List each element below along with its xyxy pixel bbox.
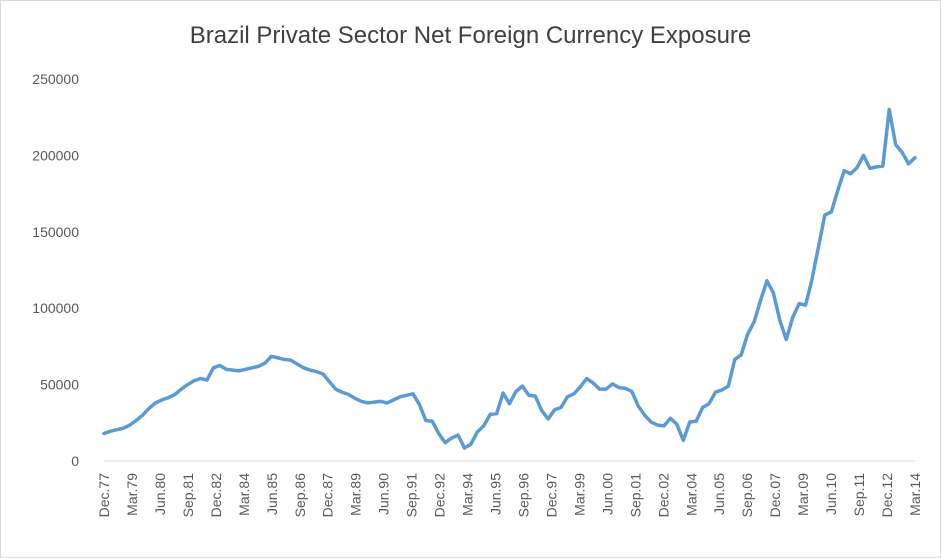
x-tick-label: Mar.14 [907, 473, 923, 516]
x-tick-label: Dec.97 [543, 473, 559, 518]
x-tick-label: Dec.07 [767, 473, 783, 518]
x-axis: Dec.77 Mar.79 Jun.80 Sep.81 Dec.82 Mar.84 Jun.… [96, 460, 923, 518]
y-tick-label: 250000 [32, 71, 79, 87]
y-tick-label: 50000 [40, 377, 79, 393]
x-tick-label: Jun.00 [599, 473, 615, 515]
x-tick-label: Dec.87 [320, 473, 336, 518]
x-tick-label: Mar.99 [571, 473, 587, 516]
series-line [102, 107, 917, 450]
x-tick-label: Mar.04 [683, 473, 699, 516]
y-tick-label: 100000 [32, 300, 79, 316]
x-tick-label: Mar.94 [460, 473, 476, 516]
x-tick-label: Dec.82 [208, 473, 224, 518]
x-tick-label: Jun.95 [488, 473, 504, 515]
x-tick-label: Mar.89 [348, 473, 364, 516]
x-tick-label: Dec.77 [96, 473, 112, 518]
x-tick-label: Mar.84 [236, 473, 252, 516]
x-tick-label: Jun.80 [152, 473, 168, 515]
x-tick-label: Mar.09 [795, 473, 811, 516]
x-tick-label: Dec.12 [879, 473, 895, 518]
x-tick-label: Sep.01 [627, 473, 643, 518]
x-tick-label: Dec.02 [655, 473, 671, 518]
x-tick-label: Sep.11 [851, 473, 867, 517]
x-tick-label: Jun.90 [376, 473, 392, 515]
x-tick-label: Sep.91 [404, 473, 420, 518]
x-tick-label: Sep.96 [515, 473, 531, 518]
x-tick-label: Mar.79 [124, 473, 140, 516]
series-layer [102, 107, 917, 450]
y-tick-label: 0 [71, 453, 79, 469]
x-tick-label: Sep.86 [292, 473, 308, 518]
x-tick-label: Jun.05 [711, 473, 727, 515]
chart-title: Brazil Private Sector Net Foreign Curren… [189, 22, 752, 49]
x-tick-label: Jun.85 [264, 473, 280, 515]
y-axis: 0 50000 100000 150000 200000 250000 [32, 71, 79, 469]
x-tick-label: Sep.81 [180, 473, 196, 518]
x-tick-label: Jun.10 [823, 473, 839, 515]
x-tick-label: Sep.06 [739, 473, 755, 518]
x-tick-label: Dec.92 [432, 473, 448, 518]
y-tick-label: 150000 [32, 224, 79, 240]
y-tick-label: 200000 [32, 147, 79, 163]
